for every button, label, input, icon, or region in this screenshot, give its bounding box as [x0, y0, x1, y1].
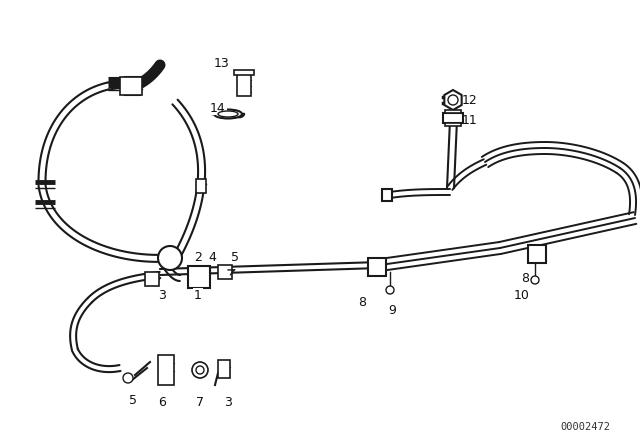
- Circle shape: [531, 276, 539, 284]
- Text: 3: 3: [158, 289, 166, 302]
- Bar: [145, 272, 159, 286]
- Text: 13: 13: [214, 56, 230, 69]
- Circle shape: [192, 362, 208, 378]
- Text: 9: 9: [388, 303, 396, 316]
- Text: 6: 6: [158, 396, 166, 409]
- Text: 4: 4: [208, 250, 216, 263]
- Text: 5: 5: [231, 250, 239, 263]
- Text: 1: 1: [194, 289, 202, 302]
- Text: 12: 12: [462, 94, 478, 107]
- Text: 8: 8: [358, 296, 366, 309]
- Bar: [196, 179, 206, 193]
- Circle shape: [196, 366, 204, 374]
- Bar: [445, 123, 461, 126]
- Text: 10: 10: [514, 289, 530, 302]
- Bar: [158, 355, 174, 385]
- Text: 00002472: 00002472: [560, 422, 610, 432]
- Circle shape: [386, 286, 394, 294]
- Circle shape: [158, 246, 182, 270]
- Bar: [528, 245, 546, 263]
- Text: 5: 5: [129, 393, 137, 406]
- Bar: [445, 110, 461, 113]
- Bar: [120, 77, 142, 95]
- Bar: [443, 113, 463, 123]
- Bar: [218, 360, 230, 378]
- Text: 3: 3: [224, 396, 232, 409]
- Bar: [234, 70, 254, 75]
- Text: 7: 7: [196, 396, 204, 409]
- Text: 2: 2: [194, 250, 202, 263]
- Text: 11: 11: [462, 113, 478, 126]
- Circle shape: [448, 95, 458, 105]
- Ellipse shape: [218, 111, 238, 117]
- Bar: [218, 265, 232, 279]
- Text: 8: 8: [521, 271, 529, 284]
- Bar: [368, 258, 386, 276]
- Bar: [188, 266, 210, 288]
- Text: 14: 14: [210, 102, 226, 115]
- Ellipse shape: [214, 109, 242, 119]
- Circle shape: [123, 373, 133, 383]
- Bar: [237, 74, 251, 96]
- Bar: [382, 189, 392, 201]
- Polygon shape: [444, 90, 461, 110]
